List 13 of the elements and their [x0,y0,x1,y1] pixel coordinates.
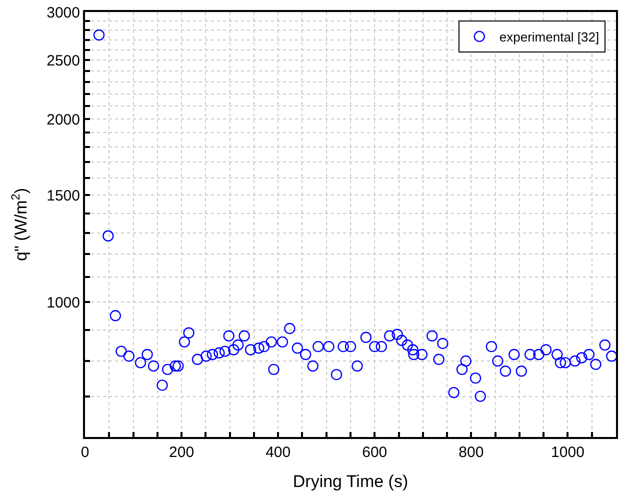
x-tick-label: 600 [362,444,388,461]
legend-label: experimental [32] [499,30,600,45]
y-tick-label: 1500 [46,187,80,204]
x-tick-label: 400 [266,444,291,461]
y-tick-label: 3000 [46,4,80,22]
y-tick-label: 2500 [46,52,80,70]
x-tick-label: 0 [80,444,90,461]
x-tick-label: 200 [169,444,194,461]
y-tick-label: 1000 [46,294,80,312]
x-axis-title: Drying Time (s) [292,472,408,491]
x-tick-label: 800 [458,444,484,461]
y-tick-label: 2000 [46,111,80,128]
x-tick-label: 1000 [551,444,584,461]
